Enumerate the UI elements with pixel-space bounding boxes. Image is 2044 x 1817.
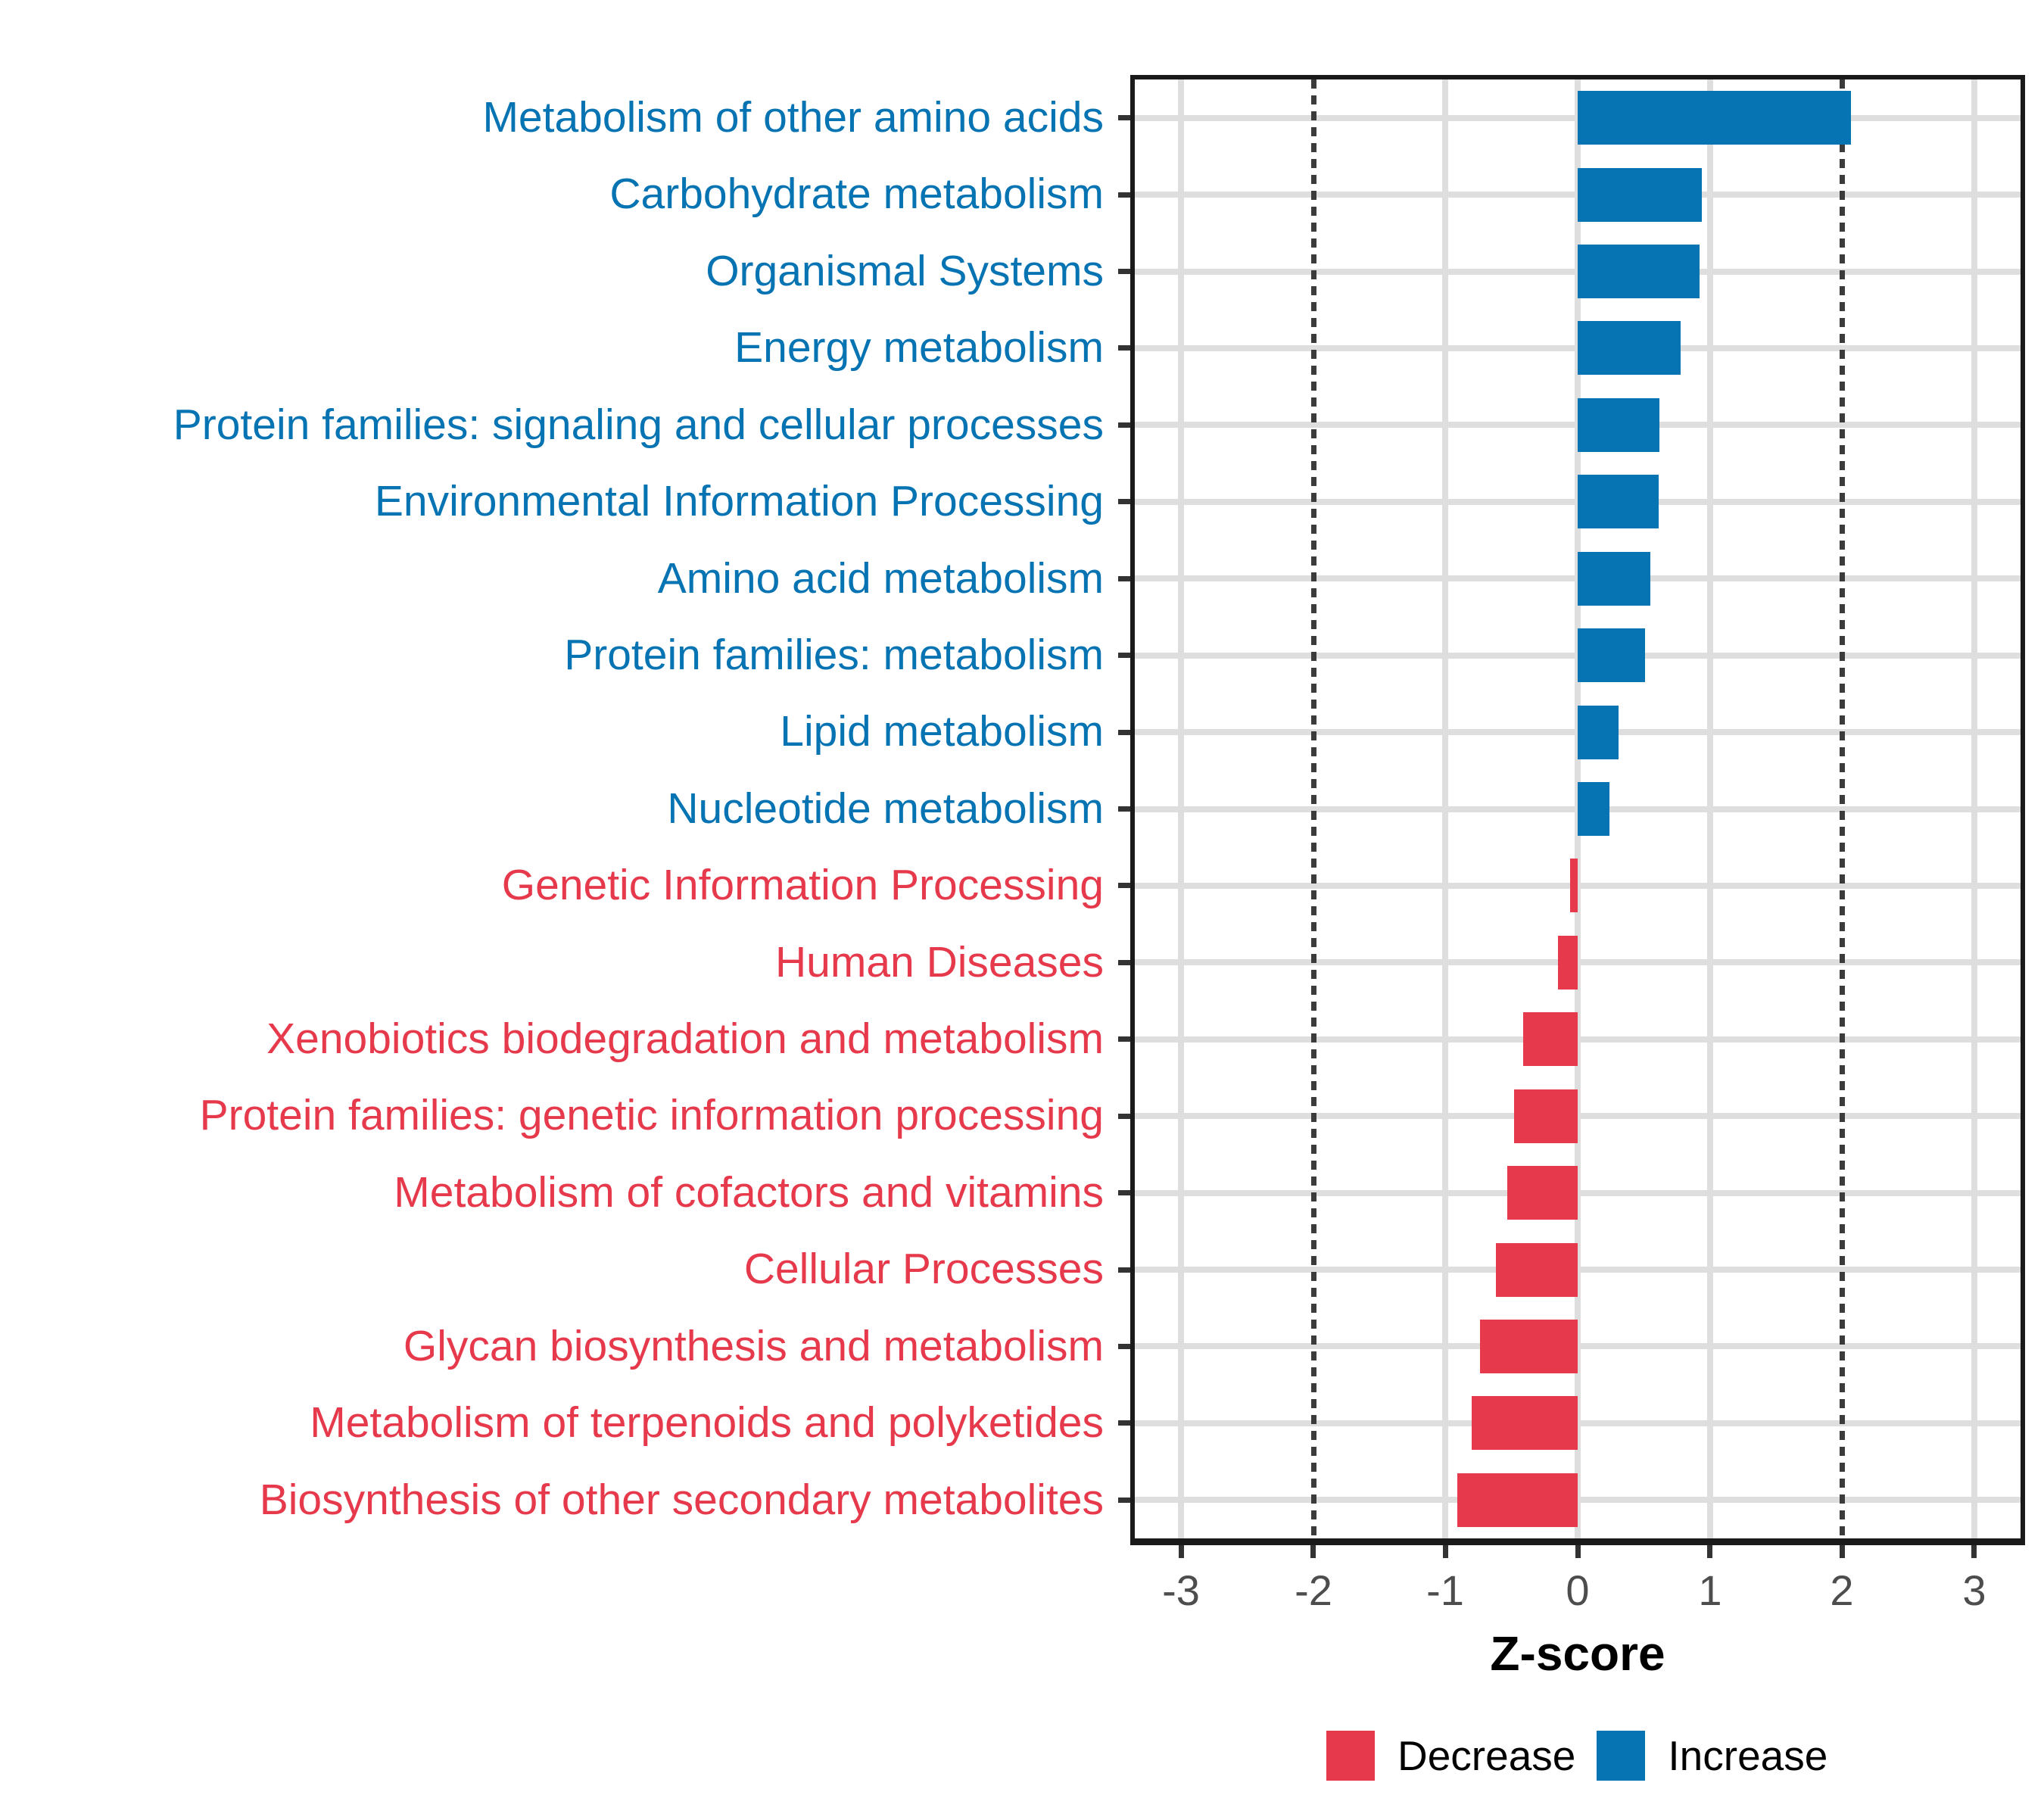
category-label: Glycan biosynthesis and metabolism	[403, 1322, 1104, 1370]
bar-decrease	[1457, 1473, 1578, 1527]
x-axis-tick	[1840, 1545, 1845, 1558]
bar-decrease	[1558, 936, 1578, 990]
legend: Decrease Increase	[1326, 1731, 1827, 1781]
y-axis-tick	[1118, 269, 1130, 274]
x-axis-tick	[1575, 1545, 1581, 1558]
y-axis-tick	[1118, 960, 1130, 965]
category-label: Cellular Processes	[743, 1245, 1104, 1293]
gridline-vertical	[1707, 79, 1713, 1538]
category-label: Protein families: genetic information pr…	[199, 1091, 1104, 1139]
y-axis-tick	[1118, 345, 1130, 351]
increase-label: Increase	[1668, 1731, 1828, 1779]
y-axis-tick	[1118, 422, 1130, 428]
bar-decrease	[1480, 1320, 1578, 1373]
increase-swatch	[1597, 1731, 1646, 1781]
category-label: Metabolism of other amino acids	[482, 93, 1104, 142]
category-label: Organismal Systems	[706, 247, 1104, 295]
y-axis-tick	[1118, 499, 1130, 504]
bar-decrease	[1507, 1166, 1578, 1220]
category-label: Carbohydrate metabolism	[609, 170, 1104, 218]
bar-increase	[1578, 628, 1645, 682]
legend-item-decrease: Decrease	[1326, 1731, 1575, 1781]
category-label: Protein families: metabolism	[564, 631, 1104, 679]
x-axis-tick-label: 2	[1830, 1566, 1854, 1614]
category-label: Metabolism of cofactors and vitamins	[394, 1168, 1104, 1217]
y-axis-tick	[1118, 1190, 1130, 1195]
category-label: Biosynthesis of other secondary metaboli…	[259, 1476, 1104, 1524]
gridline-vertical	[1178, 79, 1184, 1538]
x-axis-tick-label: 3	[1962, 1566, 1986, 1614]
decrease-swatch	[1326, 1731, 1375, 1781]
category-label: Xenobiotics biodegradation and metabolis…	[266, 1014, 1104, 1063]
y-axis-tick	[1118, 1420, 1130, 1426]
y-axis-tick	[1118, 1267, 1130, 1273]
bar-increase	[1578, 91, 1851, 145]
x-axis-tick	[1443, 1545, 1448, 1558]
bar-decrease	[1514, 1089, 1578, 1143]
bar-increase	[1578, 475, 1659, 528]
x-axis-tick	[1310, 1545, 1316, 1558]
bar-increase	[1578, 168, 1702, 222]
category-label: Amino acid metabolism	[657, 554, 1104, 603]
x-axis-tick	[1707, 1545, 1712, 1558]
bar-increase	[1578, 782, 1609, 836]
x-axis-tick-label: -2	[1295, 1566, 1332, 1614]
x-axis-tick	[1179, 1545, 1184, 1558]
x-axis-title: Z-score	[1490, 1626, 1665, 1681]
category-label: Energy metabolism	[734, 323, 1104, 372]
category-label: Environmental Information Processing	[374, 477, 1104, 525]
bar-increase	[1578, 552, 1650, 606]
x-axis-tick	[1971, 1545, 1977, 1558]
reference-line-dotted	[1311, 79, 1316, 1538]
x-axis-tick-label: -1	[1426, 1566, 1464, 1614]
bar-decrease	[1523, 1012, 1578, 1066]
x-axis-tick-label: 0	[1566, 1566, 1590, 1614]
y-axis-tick	[1118, 192, 1130, 198]
bar-decrease	[1472, 1396, 1578, 1450]
bar-decrease	[1496, 1243, 1578, 1297]
bar-decrease	[1570, 859, 1578, 912]
y-axis-tick	[1118, 883, 1130, 888]
category-label: Genetic Information Processing	[501, 861, 1104, 909]
bar-increase	[1578, 398, 1659, 452]
category-label: Protein families: signaling and cellular…	[173, 400, 1104, 449]
y-axis-tick	[1118, 115, 1130, 120]
reference-line-dotted	[1840, 79, 1845, 1538]
category-label: Human Diseases	[774, 938, 1104, 986]
y-axis-tick	[1118, 806, 1130, 812]
y-axis-tick	[1118, 653, 1130, 658]
y-axis-tick	[1118, 730, 1130, 735]
x-axis-tick-label: -3	[1162, 1566, 1200, 1614]
y-axis-tick	[1118, 1036, 1130, 1042]
category-label: Nucleotide metabolism	[667, 784, 1104, 833]
y-axis-tick	[1118, 1114, 1130, 1119]
y-axis-tick	[1118, 576, 1130, 581]
gridline-vertical	[1971, 79, 1977, 1538]
y-axis-tick	[1118, 1344, 1130, 1349]
y-axis-tick	[1118, 1498, 1130, 1503]
category-label: Lipid metabolism	[780, 707, 1104, 756]
category-label: Metabolism of terpenoids and polyketides	[310, 1398, 1104, 1447]
bar-increase	[1578, 245, 1700, 298]
plot-panel	[1130, 75, 2025, 1545]
legend-item-increase: Increase	[1597, 1731, 1827, 1781]
gridline-vertical	[1442, 79, 1448, 1538]
decrease-label: Decrease	[1397, 1731, 1576, 1779]
bar-increase	[1578, 321, 1681, 375]
x-axis-tick-label: 1	[1698, 1566, 1722, 1614]
bar-increase	[1578, 706, 1619, 759]
